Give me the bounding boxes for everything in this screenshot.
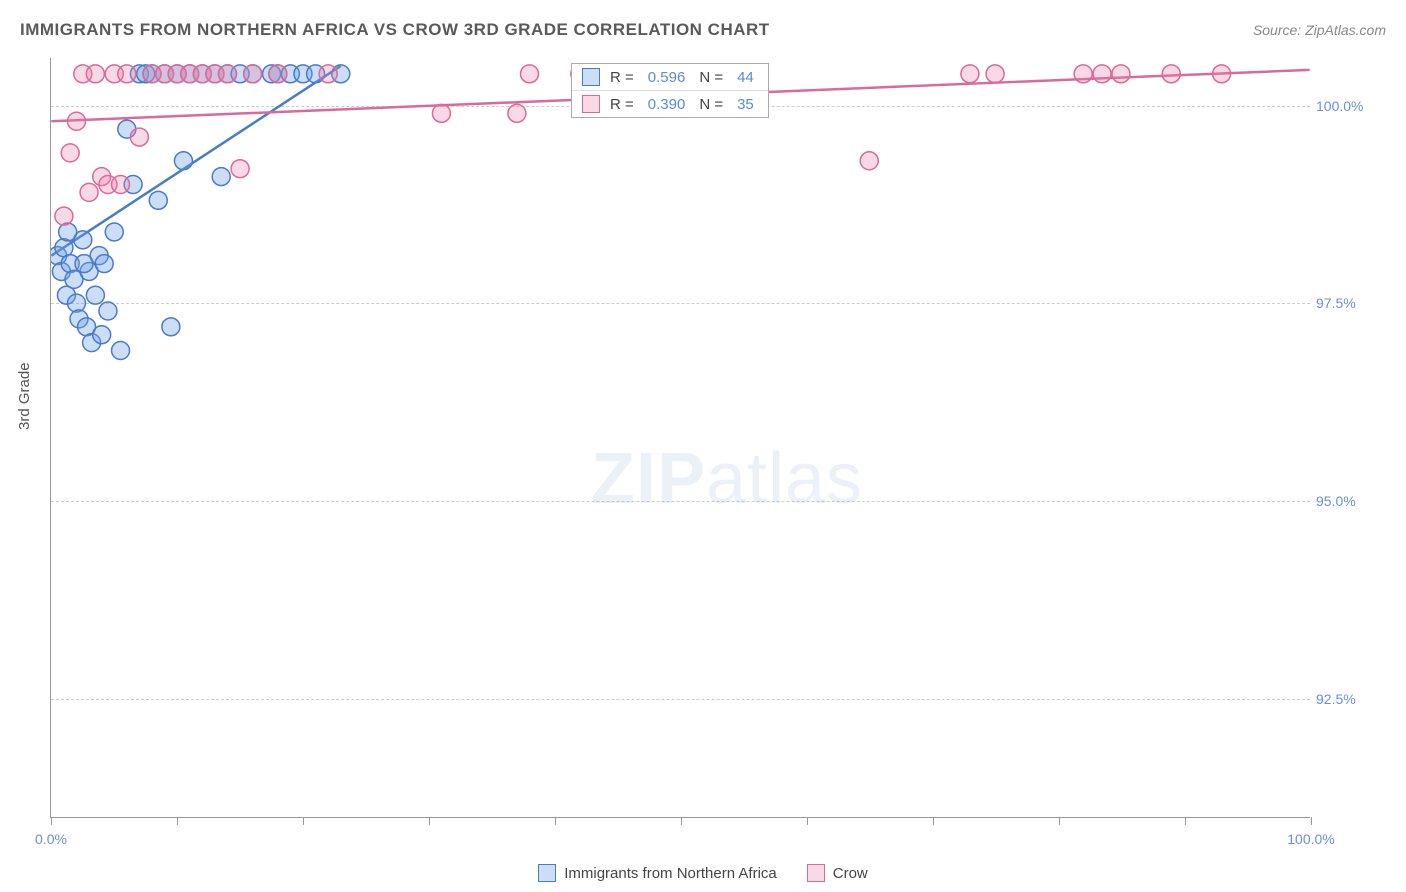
data-point-a (162, 318, 180, 336)
data-point-b (319, 65, 337, 83)
data-point-a (93, 326, 111, 344)
r-value-b: 0.390 (648, 96, 686, 113)
x-tick (303, 817, 304, 825)
data-point-b (1074, 65, 1092, 83)
swatch-series-b (582, 95, 600, 113)
chart-header: IMMIGRANTS FROM NORTHERN AFRICA VS CROW … (20, 20, 1386, 40)
data-point-b (521, 65, 539, 83)
chart-source: Source: ZipAtlas.com (1253, 22, 1386, 38)
data-point-b (1162, 65, 1180, 83)
x-tick (51, 817, 52, 825)
data-point-b (961, 65, 979, 83)
swatch-series-a (582, 68, 600, 86)
data-point-b (231, 160, 249, 178)
x-tick (933, 817, 934, 825)
data-point-b (118, 65, 136, 83)
y-tick-label: 97.5% (1316, 295, 1396, 311)
n-label: N = (699, 96, 723, 113)
correlation-row-a: R = 0.596 N = 44 (572, 64, 768, 90)
data-point-a (174, 152, 192, 170)
data-point-a (99, 302, 117, 320)
x-tick (681, 817, 682, 825)
data-point-a (112, 342, 130, 360)
correlation-row-b: R = 0.390 N = 35 (572, 90, 768, 117)
data-point-a (68, 294, 86, 312)
x-tick (429, 817, 430, 825)
data-point-b (1112, 65, 1130, 83)
r-value-a: 0.596 (648, 69, 686, 86)
data-point-b (508, 104, 526, 122)
n-label: N = (699, 69, 723, 86)
x-tick (177, 817, 178, 825)
legend-label-a: Immigrants from Northern Africa (564, 865, 777, 882)
r-label: R = (610, 69, 634, 86)
y-tick-label: 100.0% (1316, 98, 1396, 114)
y-tick-label: 95.0% (1316, 493, 1396, 509)
x-tick (555, 817, 556, 825)
x-tick-label: 100.0% (1287, 831, 1334, 847)
data-point-b (860, 152, 878, 170)
data-point-a (105, 223, 123, 241)
data-point-b (86, 65, 104, 83)
data-point-a (75, 255, 93, 273)
data-point-b (432, 104, 450, 122)
data-point-a (149, 191, 167, 209)
scatter-svg (51, 58, 1310, 817)
legend-label-b: Crow (833, 865, 868, 882)
data-point-a (86, 286, 104, 304)
swatch-series-a-icon (538, 864, 556, 882)
series-legend: Immigrants from Northern Africa Crow (0, 864, 1406, 882)
correlation-legend: R = 0.596 N = 44 R = 0.390 N = 35 (571, 63, 769, 118)
x-tick (807, 817, 808, 825)
data-point-b (112, 176, 130, 194)
data-point-b (1213, 65, 1231, 83)
legend-item-a: Immigrants from Northern Africa (538, 864, 777, 882)
data-point-b (55, 207, 73, 225)
plot-area: ZIPatlas 92.5%95.0%97.5%100.0% 0.0%100.0… (50, 58, 1310, 818)
data-point-a (95, 255, 113, 273)
x-tick-label: 0.0% (35, 831, 67, 847)
data-point-b (68, 112, 86, 130)
legend-item-b: Crow (807, 864, 868, 882)
r-label: R = (610, 96, 634, 113)
chart-title: IMMIGRANTS FROM NORTHERN AFRICA VS CROW … (20, 20, 770, 40)
x-tick (1185, 817, 1186, 825)
y-axis-title: 3rd Grade (16, 362, 33, 430)
data-point-b (244, 65, 262, 83)
data-point-b (986, 65, 1004, 83)
n-value-b: 35 (737, 96, 754, 113)
swatch-series-b-icon (807, 864, 825, 882)
data-point-b (1093, 65, 1111, 83)
x-tick (1059, 817, 1060, 825)
n-value-a: 44 (737, 69, 754, 86)
x-tick (1311, 817, 1312, 825)
data-point-b (269, 65, 287, 83)
y-tick-label: 92.5% (1316, 691, 1396, 707)
data-point-b (61, 144, 79, 162)
data-point-b (80, 183, 98, 201)
data-point-b (219, 65, 237, 83)
data-point-b (130, 128, 148, 146)
data-point-a (59, 223, 77, 241)
data-point-a (212, 168, 230, 186)
trend-line-a (51, 66, 340, 256)
